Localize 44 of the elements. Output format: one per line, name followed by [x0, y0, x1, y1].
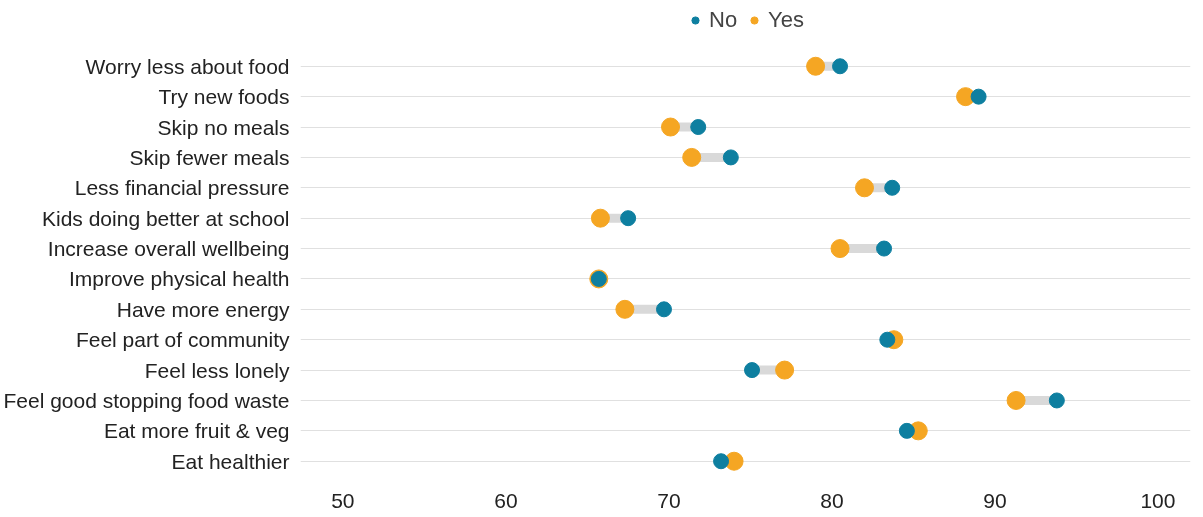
- x-tick-label: 60: [494, 488, 518, 512]
- x-tick-label: 90: [983, 488, 1007, 512]
- y-tick-label: Increase overall wellbeing: [47, 237, 290, 261]
- point: [722, 149, 739, 166]
- point: [854, 178, 874, 198]
- legend-label: Yes: [768, 7, 805, 33]
- point: [713, 453, 730, 470]
- point: [775, 360, 795, 380]
- y-tick-label: Feel part of community: [75, 328, 290, 352]
- point: [806, 56, 826, 76]
- point: [832, 58, 849, 75]
- y-tick-label: Less financial pressure: [74, 176, 290, 200]
- y-tick-label: Skip fewer meals: [129, 145, 290, 169]
- point: [970, 88, 987, 105]
- point: [876, 240, 893, 257]
- point: [620, 210, 637, 227]
- point: [830, 239, 850, 259]
- y-tick-label: Eat more fruit & veg: [103, 419, 290, 443]
- y-tick-label: Try new foods: [158, 85, 290, 109]
- y-tick-label: Worry less about food: [85, 54, 290, 78]
- point: [615, 299, 635, 319]
- point: [744, 362, 761, 379]
- y-tick-label: Feel less lonely: [144, 358, 290, 382]
- y-tick-label: Kids doing better at school: [42, 206, 290, 230]
- point: [884, 179, 901, 196]
- point: [590, 208, 610, 228]
- x-tick-label: 70: [657, 488, 681, 512]
- point: [1048, 392, 1065, 409]
- point: [690, 119, 707, 136]
- point: [682, 147, 702, 167]
- y-tick-label: Skip no meals: [157, 115, 290, 139]
- point: [661, 117, 681, 137]
- legend-label: No: [708, 7, 738, 33]
- x-tick-label: 100: [1140, 488, 1176, 512]
- y-tick-label: Feel good stopping food waste: [3, 388, 290, 412]
- point: [898, 422, 915, 439]
- y-tick-label: Improve physical health: [68, 267, 290, 291]
- x-tick-label: 50: [331, 488, 355, 512]
- point: [879, 331, 896, 348]
- x-tick-label: 80: [820, 488, 844, 512]
- point: [656, 301, 672, 318]
- point: [1006, 390, 1026, 410]
- y-tick-label: Have more energy: [116, 297, 290, 321]
- y-tick-label: Eat healthier: [171, 449, 290, 473]
